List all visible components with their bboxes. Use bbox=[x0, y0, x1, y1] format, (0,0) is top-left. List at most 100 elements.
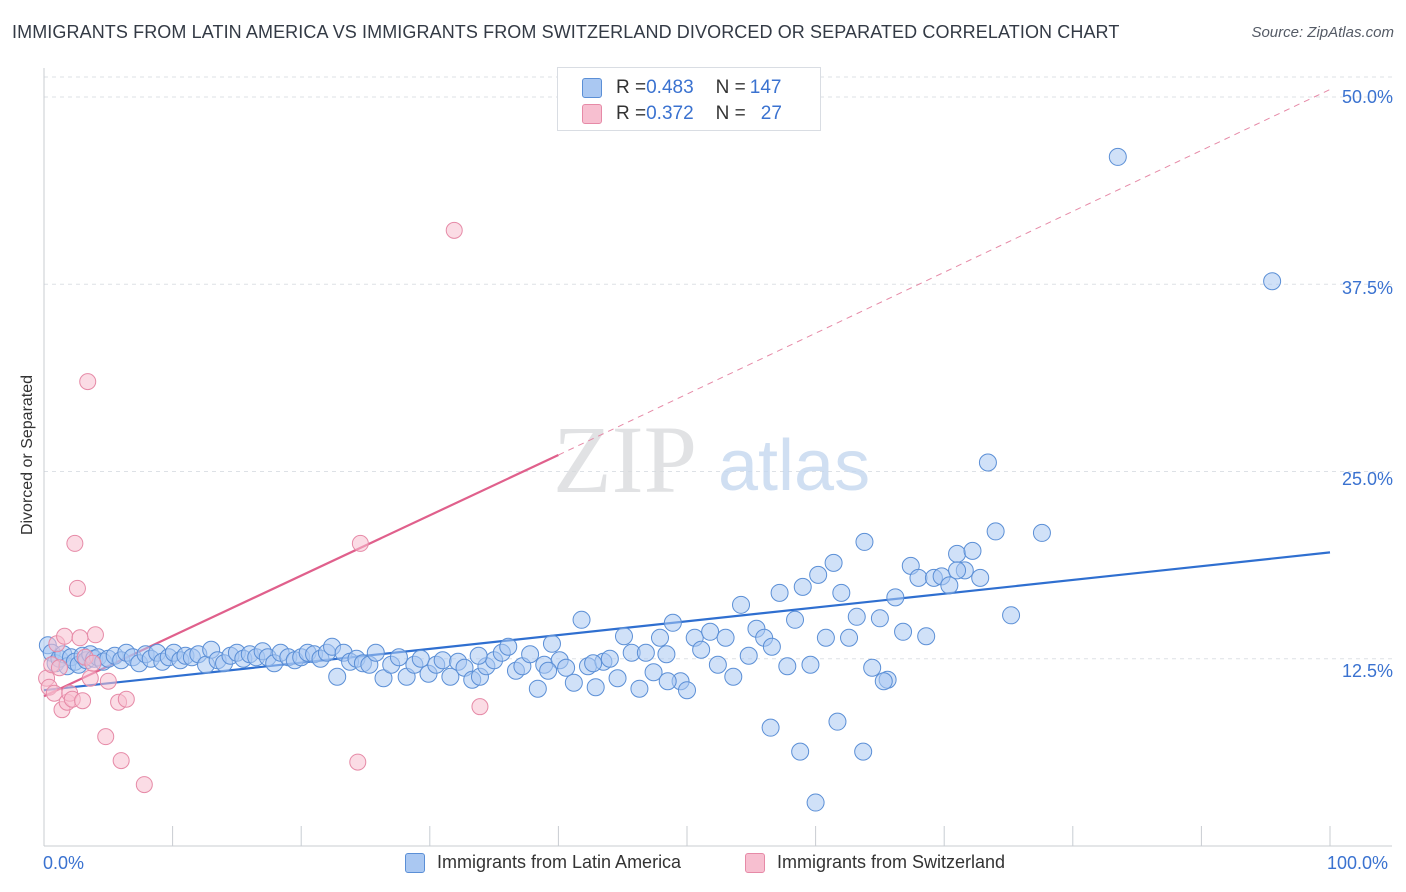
point-switzerland bbox=[79, 373, 97, 391]
legend-row-latin-america: R = 0.483 N = 147 bbox=[582, 75, 781, 101]
bottom-legend-label: Immigrants from Latin America bbox=[437, 852, 682, 872]
legend-swatch-blue bbox=[582, 78, 602, 98]
point-latin-america bbox=[948, 544, 967, 563]
point-latin-america bbox=[584, 654, 603, 673]
point-latin-america bbox=[1002, 606, 1021, 625]
watermark: ZIP atlas bbox=[553, 406, 870, 513]
y-axis-label: Divorced or Separated bbox=[19, 374, 36, 536]
point-latin-america bbox=[657, 645, 676, 664]
y-tick-37-5: 37.5% bbox=[1341, 278, 1393, 298]
point-latin-america bbox=[678, 681, 696, 700]
point-latin-america bbox=[828, 712, 847, 731]
point-switzerland bbox=[349, 753, 367, 771]
point-latin-america bbox=[328, 667, 347, 686]
point-switzerland bbox=[445, 221, 463, 239]
point-latin-america bbox=[761, 718, 780, 737]
point-latin-america bbox=[701, 622, 720, 641]
point-latin-america bbox=[1263, 272, 1282, 291]
bottom-legend-swatch-pink bbox=[745, 852, 765, 873]
grid-lines bbox=[44, 76, 1392, 660]
point-latin-america bbox=[917, 627, 936, 646]
point-latin-america bbox=[586, 678, 605, 697]
point-latin-america bbox=[816, 628, 835, 647]
point-switzerland bbox=[117, 690, 135, 708]
point-latin-america bbox=[832, 583, 851, 602]
legend-r-value: 0.372 bbox=[646, 103, 694, 124]
data-points bbox=[38, 147, 1282, 812]
legend-r-value: 0.483 bbox=[646, 77, 694, 98]
x-tick-max: 100.0% bbox=[1327, 853, 1389, 873]
point-switzerland bbox=[351, 534, 369, 552]
point-latin-america bbox=[708, 655, 727, 674]
point-latin-america bbox=[630, 679, 649, 698]
point-latin-america bbox=[986, 522, 1005, 541]
point-latin-america bbox=[824, 553, 843, 572]
point-switzerland bbox=[112, 752, 130, 770]
legend-n-value: 147 bbox=[749, 77, 782, 98]
point-latin-america bbox=[528, 679, 547, 698]
legend: R = 0.483 N = 147 R = 0.372 N = 27 bbox=[557, 67, 821, 131]
point-latin-america bbox=[389, 648, 408, 667]
point-latin-america bbox=[469, 646, 488, 665]
source-label: Source: ZipAtlas.com bbox=[1251, 24, 1394, 41]
point-latin-america bbox=[778, 657, 797, 676]
point-switzerland bbox=[86, 626, 104, 644]
point-latin-america bbox=[572, 610, 591, 629]
bottom-legend-switzerland: Immigrants from Switzerland bbox=[745, 852, 1005, 873]
legend-swatch-pink bbox=[582, 104, 602, 124]
point-latin-america bbox=[539, 661, 558, 680]
point-latin-america bbox=[366, 643, 385, 662]
point-latin-america bbox=[716, 628, 735, 647]
point-latin-america bbox=[542, 634, 561, 653]
point-latin-america bbox=[770, 583, 789, 602]
point-latin-america bbox=[374, 669, 393, 688]
point-switzerland bbox=[71, 629, 89, 647]
point-latin-america bbox=[793, 577, 812, 596]
point-latin-america bbox=[874, 672, 893, 691]
legend-r-label: R = bbox=[616, 77, 647, 98]
point-switzerland bbox=[74, 692, 92, 710]
point-switzerland bbox=[99, 672, 117, 690]
point-latin-america bbox=[739, 646, 758, 665]
point-latin-america bbox=[870, 609, 889, 628]
y-tick-12-5: 12.5% bbox=[1341, 661, 1393, 681]
trend-line-latin-america bbox=[43, 551, 1331, 692]
axes bbox=[43, 68, 1392, 847]
point-latin-america bbox=[791, 742, 810, 761]
point-switzerland bbox=[66, 534, 84, 552]
point-switzerland bbox=[56, 627, 74, 645]
point-latin-america bbox=[909, 568, 928, 587]
trend-lines bbox=[43, 89, 1331, 698]
point-latin-america bbox=[886, 588, 905, 607]
point-latin-america bbox=[441, 667, 460, 686]
point-latin-america bbox=[521, 645, 540, 664]
point-switzerland bbox=[68, 579, 86, 597]
point-switzerland bbox=[471, 698, 489, 716]
bottom-legend-label: Immigrants from Switzerland bbox=[777, 852, 1006, 872]
point-latin-america bbox=[940, 576, 959, 595]
bottom-legend-swatch-blue bbox=[405, 852, 425, 873]
point-latin-america bbox=[557, 658, 576, 677]
point-latin-america bbox=[762, 637, 781, 656]
point-latin-america bbox=[1032, 523, 1051, 542]
point-latin-america bbox=[809, 565, 828, 584]
legend-n-value: 27 bbox=[760, 103, 782, 124]
point-latin-america bbox=[855, 532, 874, 551]
point-latin-america bbox=[600, 649, 619, 668]
point-latin-america bbox=[840, 628, 859, 647]
watermark-zip: ZIP bbox=[553, 406, 697, 513]
y-tick-50: 50.0% bbox=[1341, 87, 1393, 107]
x-tick-min: 0.0% bbox=[43, 853, 85, 873]
point-latin-america bbox=[963, 541, 982, 560]
point-switzerland bbox=[50, 659, 68, 677]
point-switzerland bbox=[84, 654, 102, 672]
point-switzerland bbox=[81, 669, 99, 687]
point-latin-america bbox=[863, 658, 882, 677]
watermark-atlas: atlas bbox=[718, 426, 870, 506]
point-latin-america bbox=[806, 793, 825, 812]
point-latin-america bbox=[894, 622, 913, 641]
point-latin-america bbox=[854, 742, 873, 761]
point-latin-america bbox=[724, 667, 743, 686]
point-latin-america bbox=[644, 663, 663, 682]
legend-n-label: N = bbox=[715, 77, 746, 98]
